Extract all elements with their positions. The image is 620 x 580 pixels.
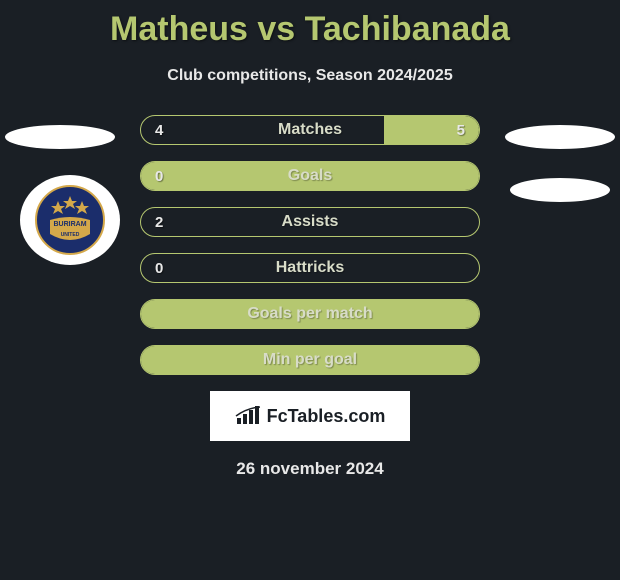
player-right-placeholder-bottom (510, 178, 610, 202)
buriram-united-logo-icon: BURIRAM UNITED (34, 184, 106, 256)
player-left-club-badge: BURIRAM UNITED (20, 175, 120, 265)
stat-row-min-per-goal: Min per goal (140, 345, 480, 375)
stat-right-value: 5 (457, 122, 465, 139)
stat-label: Goals (141, 167, 479, 185)
stat-row-goals-per-match: Goals per match (140, 299, 480, 329)
stat-label: Goals per match (141, 305, 479, 323)
stat-row-goals: 0 Goals (140, 161, 480, 191)
site-branding-badge: FcTables.com (210, 391, 410, 441)
stat-label: Assists (141, 213, 479, 231)
player-right-placeholder-top (505, 125, 615, 149)
svg-text:BURIRAM: BURIRAM (53, 221, 86, 228)
stat-row-matches: 4 Matches 5 (140, 115, 480, 145)
comparison-title: Matheus vs Tachibanada (0, 0, 620, 49)
stat-row-hattricks: 0 Hattricks (140, 253, 480, 283)
site-name: FcTables.com (267, 406, 386, 427)
stat-row-assists: 2 Assists (140, 207, 480, 237)
svg-text:UNITED: UNITED (61, 232, 80, 238)
stat-label: Hattricks (141, 259, 479, 277)
date-footer: 26 november 2024 (0, 459, 620, 479)
comparison-subtitle: Club competitions, Season 2024/2025 (0, 67, 620, 85)
stat-label: Matches (141, 121, 479, 139)
bar-chart-icon (235, 406, 261, 426)
stats-container: 4 Matches 5 0 Goals 2 Assists 0 Hattrick… (140, 115, 480, 375)
stat-label: Min per goal (141, 351, 479, 369)
player-left-placeholder-top (5, 125, 115, 149)
